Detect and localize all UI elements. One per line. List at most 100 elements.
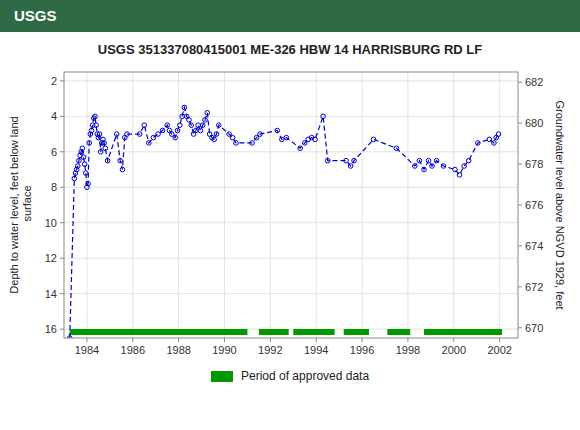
data-point xyxy=(75,164,80,169)
y2-tick-label: 680 xyxy=(525,117,543,129)
plot-background xyxy=(64,72,518,338)
y-tick xyxy=(60,80,64,81)
grid-line-y xyxy=(64,258,518,259)
legend-swatch xyxy=(211,371,233,382)
data-point xyxy=(214,132,219,137)
data-point xyxy=(125,132,130,137)
data-point xyxy=(205,110,210,115)
data-point xyxy=(198,128,203,133)
x-tick-label: 1988 xyxy=(166,344,190,356)
data-point xyxy=(196,123,201,128)
y2-tick-label: 672 xyxy=(525,281,543,293)
y-tick-label: 10 xyxy=(45,217,57,229)
grid-line-x xyxy=(316,72,317,338)
data-point xyxy=(177,123,182,128)
data-point xyxy=(173,135,178,140)
approved-period-bar xyxy=(424,329,502,335)
x-tick xyxy=(407,338,408,342)
x-tick-label: 1998 xyxy=(396,344,420,356)
data-point xyxy=(102,141,107,146)
data-point xyxy=(142,123,147,128)
y-axis-label: Depth to water level, feet below land su… xyxy=(8,116,33,293)
data-point xyxy=(103,146,108,151)
y-tick xyxy=(60,151,64,152)
y-axis-label-line: surface xyxy=(21,185,33,224)
data-point xyxy=(98,150,103,155)
y2-tick xyxy=(518,286,522,287)
data-point xyxy=(492,141,497,146)
data-point xyxy=(371,137,376,142)
series-line xyxy=(70,107,499,338)
x-tick-label: 1992 xyxy=(258,344,282,356)
data-point xyxy=(137,132,142,137)
y2-tick xyxy=(518,164,522,165)
x-tick xyxy=(453,338,454,342)
y2-tick-label: 676 xyxy=(525,199,543,211)
grid-line-y xyxy=(64,293,518,294)
data-point xyxy=(165,123,170,128)
y2-tick-label: 678 xyxy=(525,158,543,170)
data-point xyxy=(275,128,280,133)
approved-period-bar xyxy=(259,329,289,335)
data-point xyxy=(105,158,110,163)
data-point xyxy=(230,135,235,140)
grid-line-y xyxy=(64,116,518,117)
data-point xyxy=(182,105,187,110)
grid-line-y xyxy=(64,187,518,188)
data-point xyxy=(118,158,123,163)
x-tick xyxy=(86,338,87,342)
data-point xyxy=(284,135,289,140)
chart: USGSUSGS 351337080415001 ME-326 HBW 14 H… xyxy=(0,0,580,430)
data-point xyxy=(321,114,326,119)
axes: 1984198619881990199219941996199820002002… xyxy=(45,75,544,356)
data-point xyxy=(189,123,194,128)
data-point xyxy=(89,128,94,133)
data-point xyxy=(203,118,208,123)
data-point xyxy=(344,158,349,163)
data-point xyxy=(200,123,205,128)
data-point xyxy=(114,132,119,137)
grid-line-x xyxy=(86,72,87,338)
data-point xyxy=(87,141,92,146)
legend-label: Period of approved data xyxy=(241,369,369,383)
data-point xyxy=(120,167,125,172)
data-point xyxy=(325,158,330,163)
data-layer xyxy=(67,105,502,338)
grid-line-y xyxy=(64,80,518,81)
y2-tick xyxy=(518,327,522,328)
grid-line-x xyxy=(178,72,179,338)
data-point xyxy=(413,164,418,169)
approved-period-bar xyxy=(293,329,334,335)
data-point xyxy=(394,146,399,151)
data-point xyxy=(82,162,87,167)
data-point xyxy=(298,146,303,151)
data-point xyxy=(250,141,255,146)
data-point xyxy=(422,167,427,172)
data-point xyxy=(453,167,458,172)
y2-tick-label: 670 xyxy=(525,322,543,334)
data-point xyxy=(466,158,471,163)
y2-tick xyxy=(518,245,522,246)
x-tick-label: 1986 xyxy=(121,344,145,356)
data-point xyxy=(476,141,481,146)
y-tick xyxy=(60,187,64,188)
data-point xyxy=(156,132,161,137)
x-tick xyxy=(499,338,500,342)
y2-tick xyxy=(518,82,522,83)
data-point xyxy=(234,141,239,146)
x-tick-label: 1990 xyxy=(212,344,236,356)
data-point xyxy=(151,135,156,140)
y-tick xyxy=(60,116,64,117)
y-tick-label: 16 xyxy=(45,323,57,335)
data-point xyxy=(77,158,82,163)
data-point xyxy=(352,158,357,163)
y-tick xyxy=(60,293,64,294)
x-tick-label: 2002 xyxy=(487,344,511,356)
grid-line-x xyxy=(362,72,363,338)
y2-tick-label: 674 xyxy=(525,240,543,252)
grid-line-x xyxy=(407,72,408,338)
y2-axis-label: Groundwater level above NGVD 1929, feet xyxy=(554,100,566,309)
data-point xyxy=(175,128,180,133)
data-point xyxy=(313,137,318,142)
y-tick xyxy=(60,329,64,330)
